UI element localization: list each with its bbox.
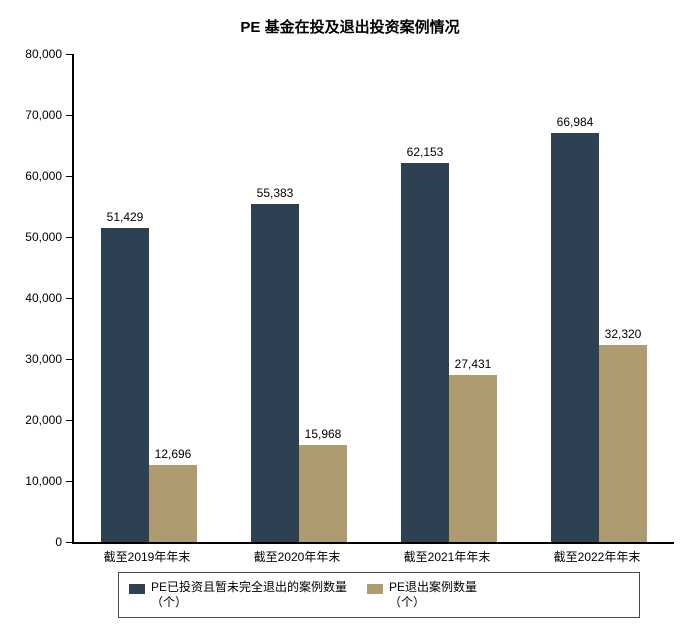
x-axis-label: 截至2022年年末 (554, 548, 641, 565)
chart-title: PE 基金在投及退出投资案例情况 (0, 16, 700, 37)
legend-item: PE退出案例数量 （个） (367, 580, 477, 610)
y-axis-label: 50,000 (25, 230, 62, 244)
bar (149, 465, 197, 542)
y-axis-label: 40,000 (25, 291, 62, 305)
y-axis-tick (66, 176, 72, 177)
y-axis-tick (66, 54, 72, 55)
y-axis-label: 20,000 (25, 413, 62, 427)
bar-value-label: 55,383 (257, 186, 294, 200)
y-axis-label: 60,000 (25, 169, 62, 183)
bar (251, 204, 299, 542)
legend-swatch (367, 584, 383, 594)
bar-value-label: 66,984 (557, 115, 594, 129)
legend: PE已投资且暂未完全退出的案例数量 （个） PE退出案例数量 （个） (118, 572, 640, 618)
y-axis-label: 80,000 (25, 47, 62, 61)
bar (551, 133, 599, 542)
bar (101, 228, 149, 542)
bar-value-label: 62,153 (407, 145, 444, 159)
chart-container: PE 基金在投及退出投资案例情况 51,429 12,696 55,383 15,96… (0, 0, 700, 632)
bar-value-label: 51,429 (107, 210, 144, 224)
bar (599, 345, 647, 542)
legend-label: PE退出案例数量 （个） (389, 580, 477, 610)
x-axis-label: 截至2021年年末 (404, 548, 491, 565)
y-axis-tick (66, 359, 72, 360)
y-axis-tick (66, 542, 72, 543)
bar-value-label: 15,968 (305, 427, 342, 441)
y-axis-tick (66, 298, 72, 299)
bar (449, 375, 497, 542)
y-axis-label: 30,000 (25, 352, 62, 366)
y-axis-tick (66, 420, 72, 421)
legend-swatch (129, 584, 145, 594)
y-axis-label: 0 (55, 535, 62, 549)
y-axis-label: 70,000 (25, 108, 62, 122)
x-axis-label: 截至2020年年末 (254, 548, 341, 565)
y-axis-tick (66, 237, 72, 238)
legend-item: PE已投资且暂未完全退出的案例数量 （个） (129, 580, 347, 610)
bar (299, 445, 347, 542)
y-axis-tick (66, 115, 72, 116)
y-axis-label: 10,000 (25, 474, 62, 488)
plot-area: 51,429 12,696 55,383 15,968 62,153 27,431 66,9… (72, 54, 674, 544)
bar (401, 163, 449, 542)
bar-value-label: 32,320 (605, 327, 642, 341)
y-axis-tick (66, 481, 72, 482)
legend-label: PE已投资且暂未完全退出的案例数量 （个） (151, 580, 347, 610)
bar-value-label: 27,431 (455, 357, 492, 371)
bar-value-label: 12,696 (155, 447, 192, 461)
x-axis-label: 截至2019年年末 (104, 548, 191, 565)
